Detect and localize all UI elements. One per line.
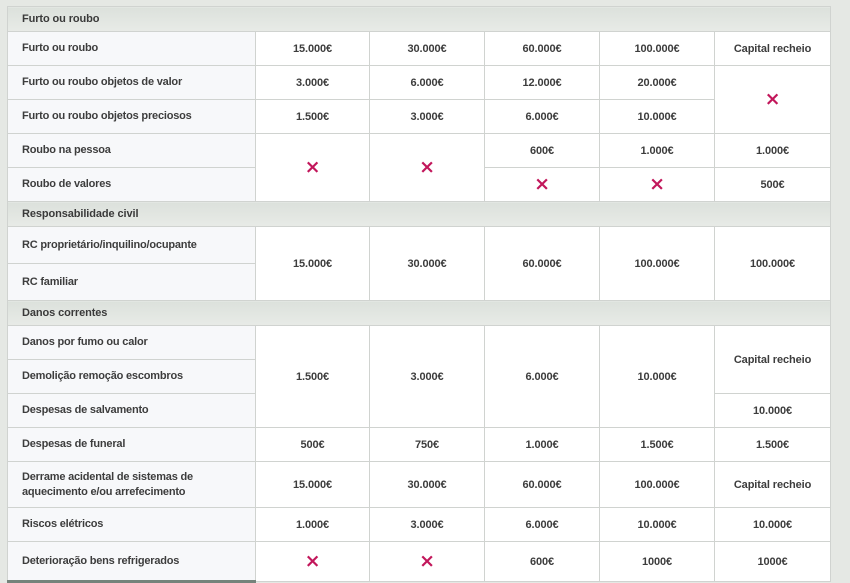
value-cell: 30.000€ (369, 461, 485, 508)
table-row: RC proprietário/inquilino/ocupante 15.00… (7, 226, 832, 301)
value-cell: 6.000€ (484, 99, 600, 134)
row-label: Demolição remoção escombros (7, 359, 256, 394)
value-cell: 60.000€ (484, 461, 600, 508)
next-section-top-edge (7, 580, 256, 583)
value-cell: 100.000€ (599, 461, 715, 508)
table-row: Riscos elétricos 1.000€ 3.000€ 6.000€ 10… (7, 507, 832, 542)
table-row: Roubo na pessoa × × 600€ 1.000€ 1.000€ (7, 133, 832, 202)
section-title: Danos correntes (6, 300, 832, 326)
value-cell: 3.000€ (255, 65, 370, 100)
value-cell: 12.000€ (484, 65, 600, 100)
table-row: Furto ou roubo objetos preciosos 1.500€ … (7, 99, 831, 134)
row-label: Deterioração bens refrigerados (7, 541, 256, 582)
value-cell: 10.000€ (599, 325, 715, 428)
value-cell: 100.000€ (599, 31, 715, 66)
row-label: Roubo na pessoa (7, 133, 256, 168)
value-cell: Capital recheio (713, 31, 832, 66)
table-row: Derrame acidental de sistemas de aquecim… (7, 461, 832, 508)
value-cell: 6.000€ (369, 65, 485, 100)
row-label: Furto ou roubo (7, 31, 256, 66)
value-cell: 1.000€ (599, 133, 715, 168)
value-cell: 15.000€ (255, 31, 370, 66)
value-cell: 6.000€ (484, 325, 600, 428)
table-row: Despesas de salvamento 10.000€ (7, 393, 832, 428)
value-cell: 60.000€ (484, 226, 600, 301)
coverage-table: Furto ou roubo Furto ou roubo 15.000€ 30… (6, 6, 832, 582)
row-label: Riscos elétricos (7, 507, 256, 542)
cross-icon: × (255, 133, 370, 202)
table-row: Demolição remoção escombros (7, 359, 831, 394)
value-cell: Capital recheio (713, 325, 832, 394)
table-row: RC familiar (7, 263, 831, 301)
value-cell: 1.000€ (484, 427, 600, 462)
row-label: Furto ou roubo objetos preciosos (7, 99, 256, 134)
table-row: Despesas de funeral 500€ 750€ 1.000€ 1.5… (7, 427, 832, 462)
value-cell: 100.000€ (713, 226, 832, 301)
value-cell: 10.000€ (599, 99, 715, 134)
cross-icon: × (255, 541, 370, 582)
value-cell: 20.000€ (599, 65, 715, 100)
cross-icon: × (713, 65, 832, 134)
value-cell: 15.000€ (255, 226, 370, 301)
value-cell: 3.000€ (369, 325, 485, 428)
row-label: RC proprietário/inquilino/ocupante (7, 226, 256, 264)
table-row: Furto ou roubo objetos de valor 3.000€ 6… (7, 65, 832, 134)
value-cell: 60.000€ (484, 31, 600, 66)
value-cell: 3.000€ (369, 507, 485, 542)
section-header-row: Danos correntes (6, 300, 832, 326)
row-label: RC familiar (7, 263, 256, 301)
value-cell: 600€ (484, 541, 600, 582)
value-cell: 10.000€ (599, 507, 715, 542)
cross-icon: × (369, 541, 485, 582)
value-cell: 1.500€ (599, 427, 715, 462)
row-label: Despesas de funeral (7, 427, 256, 462)
table-row: Roubo de valores × × 500€ (7, 167, 832, 202)
table-row: Danos por fumo ou calor 1.500€ 3.000€ 6.… (7, 325, 832, 428)
cross-icon: × (484, 167, 600, 202)
value-cell: 500€ (713, 167, 832, 202)
value-cell: 15.000€ (255, 461, 370, 508)
section-title: Furto ou roubo (6, 6, 832, 32)
value-cell: 3.000€ (369, 99, 485, 134)
row-label: Danos por fumo ou calor (7, 325, 256, 360)
value-cell: 750€ (369, 427, 485, 462)
value-cell: 1000€ (599, 541, 715, 582)
section-title: Responsabilidade civil (6, 201, 832, 227)
value-cell: 10.000€ (713, 507, 832, 542)
cross-icon: × (599, 167, 715, 202)
row-label: Furto ou roubo objetos de valor (7, 65, 256, 100)
value-cell: Capital recheio (713, 461, 832, 508)
value-cell: 1.000€ (713, 133, 832, 168)
value-cell: 1.500€ (255, 325, 370, 428)
value-cell: 30.000€ (369, 226, 485, 301)
value-cell: 6.000€ (484, 507, 600, 542)
cross-icon: × (369, 133, 485, 202)
value-cell: 1.500€ (255, 99, 370, 134)
value-cell: 100.000€ (599, 226, 715, 301)
value-cell: 600€ (484, 133, 600, 168)
table-row: Furto ou roubo 15.000€ 30.000€ 60.000€ 1… (7, 31, 832, 66)
value-cell: 10.000€ (713, 393, 832, 428)
section-header-row: Furto ou roubo (6, 6, 832, 32)
value-cell: 1000€ (713, 541, 832, 582)
row-label: Roubo de valores (7, 167, 256, 202)
value-cell: 30.000€ (369, 31, 485, 66)
value-cell: 1.500€ (713, 427, 832, 462)
value-cell: 500€ (255, 427, 370, 462)
section-header-row: Responsabilidade civil (6, 201, 832, 227)
value-cell: 1.000€ (255, 507, 370, 542)
row-label: Despesas de salvamento (7, 393, 256, 428)
row-label: Derrame acidental de sistemas de aquecim… (7, 461, 256, 508)
table-row: Deterioração bens refrigerados × × 600€ … (7, 541, 832, 582)
